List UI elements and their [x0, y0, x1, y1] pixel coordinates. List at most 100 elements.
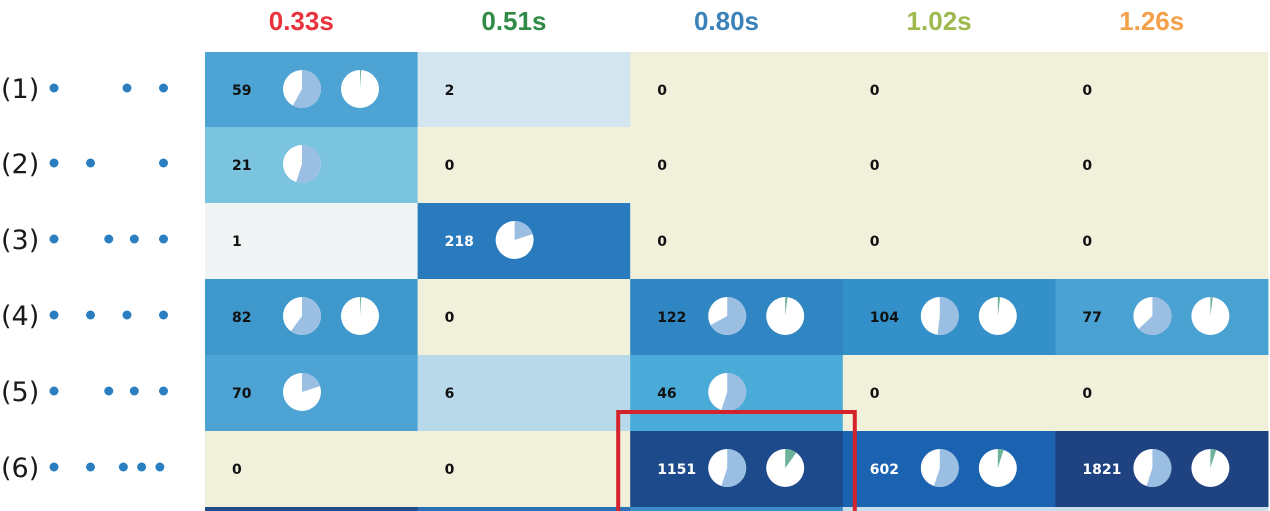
- pie-slice: [997, 449, 1004, 468]
- heatmap-cell: [417, 279, 631, 355]
- column-header: 1.26s: [1119, 6, 1184, 36]
- pattern-dot: [129, 234, 139, 244]
- pie-slice: [785, 449, 797, 468]
- pattern-dot: [129, 386, 139, 396]
- pattern-dot: [49, 83, 59, 93]
- pattern-dot: [49, 158, 59, 168]
- cell-value: 2: [445, 83, 455, 99]
- pie-slice: [360, 297, 362, 316]
- heatmap-cell: [205, 431, 419, 507]
- pie-slice: [721, 373, 747, 411]
- pie-slice: [290, 297, 321, 336]
- heatmap-cell: [417, 431, 631, 507]
- heatmap-cell: [1055, 52, 1269, 128]
- pattern-dot: [155, 462, 165, 472]
- heatmap-cell: [842, 127, 1056, 203]
- cell-value: 46: [657, 386, 676, 402]
- heatmap-cell: [630, 127, 844, 203]
- pattern-dot: [86, 462, 95, 472]
- pattern-dot: [104, 386, 114, 396]
- row-label: (2): [1, 149, 39, 180]
- pattern-dot: [159, 83, 168, 93]
- partial-row-cell: [842, 507, 1056, 511]
- pie-slice: [710, 297, 747, 335]
- pie-slice: [937, 297, 959, 336]
- column-header: 0.80s: [694, 6, 759, 36]
- pie-slice: [1210, 449, 1217, 468]
- heatmap-cell: [1055, 355, 1269, 431]
- cell-value: 77: [1082, 310, 1101, 326]
- cell-value: 0: [870, 83, 880, 99]
- column-header: 0.51s: [481, 6, 546, 36]
- cell-value: 0: [1082, 386, 1092, 402]
- column-header: 1.02s: [907, 6, 972, 36]
- pattern-dot: [159, 234, 168, 244]
- cell-value: 0: [657, 158, 667, 174]
- cell-value: 1821: [1082, 462, 1121, 478]
- cell-value: 82: [232, 310, 251, 326]
- heatmap-cell: [417, 355, 631, 431]
- pie-slice: [296, 144, 322, 183]
- cell-value: 1: [232, 234, 242, 250]
- pattern-dot: [159, 158, 168, 168]
- cell-value: 218: [445, 234, 474, 250]
- pattern-dot: [118, 462, 128, 472]
- cell-value: 0: [445, 310, 455, 326]
- cell-value: 0: [657, 83, 667, 99]
- heatmap-cell: [630, 203, 844, 279]
- highlight-box: [616, 410, 857, 511]
- heatmap-cell: [205, 203, 419, 279]
- heatmap-cell: [417, 127, 631, 203]
- cell-value: 602: [870, 462, 899, 478]
- pattern-dot: [159, 310, 168, 320]
- pattern-dot: [122, 83, 132, 93]
- cell-value: 59: [232, 83, 251, 99]
- pie-slice: [292, 70, 322, 108]
- pie-slice: [785, 297, 788, 316]
- pie-slice: [721, 449, 747, 487]
- cell-value: 104: [870, 310, 899, 326]
- heatmap-cell: [1055, 203, 1269, 279]
- cell-value: 0: [1082, 234, 1092, 250]
- pie-slice: [360, 70, 362, 89]
- cell-value: 0: [657, 234, 667, 250]
- heatmap-cell: [842, 52, 1056, 128]
- pattern-dot: [49, 310, 59, 320]
- pie-slice: [933, 448, 959, 487]
- pattern-dot: [49, 462, 59, 472]
- partial-row-cell: [630, 507, 844, 511]
- row-label: (3): [1, 225, 39, 256]
- column-header: 0.33s: [269, 6, 334, 36]
- heatmap-cell: [842, 203, 1056, 279]
- cell-value: 0: [870, 158, 880, 174]
- pie-slice: [302, 373, 321, 392]
- cell-value: 0: [870, 234, 880, 250]
- row-label: (1): [1, 74, 39, 105]
- pattern-dot: [104, 234, 114, 244]
- pie-slice: [997, 297, 1001, 316]
- cell-value: 0: [1082, 83, 1092, 99]
- pattern-dot: [137, 462, 147, 472]
- row-label: (4): [1, 301, 39, 332]
- heatmap-cell: [842, 355, 1056, 431]
- cell-value: 6: [445, 386, 455, 402]
- cell-value: 0: [445, 158, 455, 174]
- cell-value: 0: [232, 462, 242, 478]
- pattern-dot: [159, 386, 168, 396]
- pattern-dot: [49, 234, 59, 244]
- cell-value: 1151: [657, 462, 696, 478]
- partial-row-cell: [205, 507, 419, 511]
- partial-row-cell: [1055, 507, 1269, 511]
- partial-row-cell: [417, 507, 631, 511]
- row-label: (5): [1, 377, 39, 408]
- cell-value: 21: [232, 158, 251, 174]
- pie-slice: [514, 221, 533, 240]
- cell-value: 70: [232, 386, 252, 402]
- pattern-dot: [49, 386, 59, 396]
- pie-slice: [1210, 297, 1213, 316]
- pattern-dot: [86, 158, 95, 168]
- pattern-dot: [122, 310, 132, 320]
- pie-slice: [1146, 448, 1172, 487]
- cell-value: 0: [445, 462, 455, 478]
